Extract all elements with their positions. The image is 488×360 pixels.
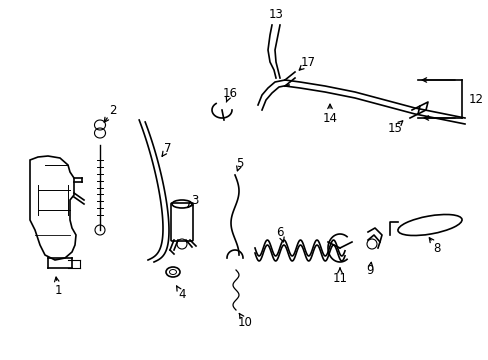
Text: 9: 9: [366, 264, 373, 276]
Text: 15: 15: [387, 122, 402, 135]
Text: 5: 5: [236, 157, 243, 170]
Text: 7: 7: [164, 141, 171, 154]
Text: 16: 16: [222, 86, 237, 99]
Text: 2: 2: [109, 104, 117, 117]
Text: 17: 17: [300, 55, 315, 68]
Text: 12: 12: [468, 93, 483, 105]
Text: 1: 1: [54, 284, 61, 297]
Text: 14: 14: [322, 112, 337, 125]
Text: 6: 6: [276, 225, 283, 239]
Text: 4: 4: [178, 288, 185, 302]
Text: 13: 13: [268, 8, 283, 21]
Text: 8: 8: [432, 242, 440, 255]
Text: 3: 3: [191, 194, 198, 207]
Text: 11: 11: [332, 271, 347, 284]
Text: 10: 10: [237, 315, 252, 328]
